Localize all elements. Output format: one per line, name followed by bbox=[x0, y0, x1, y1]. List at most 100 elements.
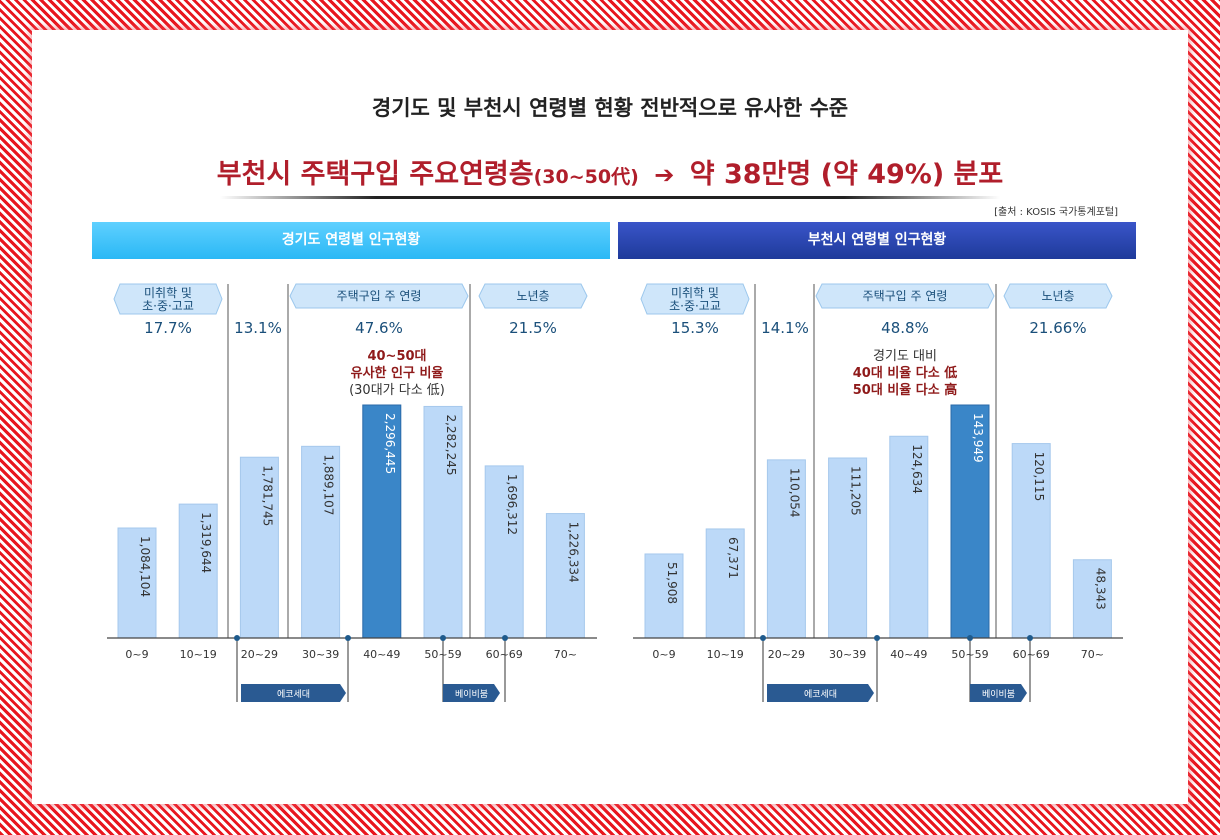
group-percent: 14.1% bbox=[761, 319, 809, 337]
group-percent: 21.5% bbox=[509, 319, 557, 337]
generation-tag bbox=[970, 684, 1027, 702]
arrow-icon: ➔ bbox=[654, 161, 675, 189]
bar-value-label: 124,634 bbox=[910, 444, 924, 494]
group-label: 노년층 bbox=[516, 289, 549, 303]
group-percent: 15.3% bbox=[671, 319, 719, 337]
bar-value-label: 1,319,644 bbox=[199, 512, 213, 573]
group-ribbon bbox=[1003, 283, 1113, 309]
bar bbox=[545, 513, 585, 639]
chart-title-gyeonggi: 경기도 연령별 인구현황 bbox=[92, 222, 610, 259]
headline-main: 부천시 주택구입 주요연령층(30~50代) ➔ 약 38만명 (약 49%) … bbox=[0, 152, 1220, 191]
category-label: 60~69 bbox=[1013, 648, 1050, 661]
category-label: 70~ bbox=[1081, 648, 1104, 661]
bar-value-label: 143,949 bbox=[971, 413, 985, 463]
bar bbox=[178, 503, 218, 639]
bar bbox=[1011, 443, 1051, 639]
bar-value-label: 111,205 bbox=[849, 466, 863, 516]
bar-value-label: 2,282,245 bbox=[444, 414, 458, 475]
headline-result: 약 38만명 (약 49%) 분포 bbox=[689, 159, 1004, 190]
chart-annotation: (30대가 다소 低) bbox=[349, 383, 445, 398]
category-label: 60~69 bbox=[486, 648, 523, 661]
category-label: 10~19 bbox=[707, 648, 744, 661]
headline-underline bbox=[220, 196, 1000, 199]
bar-value-label: 1,226,334 bbox=[566, 522, 580, 583]
bar bbox=[117, 527, 157, 639]
generation-tag bbox=[241, 684, 346, 702]
headline-main-text: 부천시 주택구입 주요연령층 bbox=[216, 159, 534, 190]
chart-annotation: 40대 비율 다소 低 bbox=[853, 365, 957, 381]
group-ribbon bbox=[289, 283, 469, 309]
category-label: 10~19 bbox=[180, 648, 217, 661]
group-label: 미취학 및 bbox=[671, 286, 719, 300]
bar bbox=[239, 456, 279, 639]
generation-tag bbox=[443, 684, 500, 702]
bar-value-label: 1,084,104 bbox=[138, 536, 152, 597]
bar-value-label: 1,696,312 bbox=[505, 474, 519, 535]
content-area bbox=[32, 30, 1188, 804]
group-percent: 13.1% bbox=[234, 319, 282, 337]
group-ribbon bbox=[113, 283, 223, 315]
bar bbox=[828, 457, 868, 639]
chart-annotation: 50대 비율 다소 高 bbox=[853, 382, 957, 398]
bar-value-label: 51,908 bbox=[665, 562, 679, 604]
group-percent: 47.6% bbox=[355, 319, 403, 337]
source-note: [출처 : KOSIS 국가통계포털] bbox=[994, 207, 1118, 218]
group-label: 주택구입 주 연령 bbox=[863, 289, 948, 303]
bar bbox=[889, 435, 929, 639]
bar-value-label: 2,296,445 bbox=[383, 413, 397, 474]
chart-annotation: 경기도 대비 bbox=[873, 349, 937, 364]
tag-marker-dot bbox=[502, 635, 508, 641]
chart-annotation: 40~50대 bbox=[367, 349, 426, 364]
bar bbox=[705, 528, 745, 639]
generation-tag-label: 베이비붐 bbox=[455, 689, 488, 700]
bar bbox=[484, 465, 524, 639]
bar-value-label: 67,371 bbox=[726, 537, 740, 579]
group-percent: 21.66% bbox=[1029, 319, 1086, 337]
tag-marker-dot bbox=[345, 635, 351, 641]
bar bbox=[362, 404, 402, 639]
generation-tag bbox=[767, 684, 874, 702]
category-label: 40~49 bbox=[890, 648, 927, 661]
chart-title-bucheon: 부천시 연령별 인구현황 bbox=[618, 222, 1136, 259]
category-label: 30~39 bbox=[829, 648, 866, 661]
bar bbox=[423, 405, 463, 639]
group-ribbon bbox=[640, 283, 750, 315]
tag-marker-dot bbox=[874, 635, 880, 641]
bar bbox=[644, 553, 684, 639]
tag-marker-dot bbox=[760, 635, 766, 641]
bar-value-label: 48,343 bbox=[1093, 568, 1107, 610]
bar-value-label: 110,054 bbox=[787, 468, 801, 518]
group-label: 초·중·고교 bbox=[669, 299, 721, 313]
bar bbox=[1072, 559, 1112, 639]
category-label: 70~ bbox=[554, 648, 577, 661]
group-percent: 17.7% bbox=[144, 319, 192, 337]
group-ribbon bbox=[478, 283, 588, 309]
category-label: 20~29 bbox=[768, 648, 805, 661]
bar-value-label: 120,115 bbox=[1032, 452, 1046, 502]
bar bbox=[950, 404, 990, 639]
group-ribbon bbox=[815, 283, 995, 309]
generation-tag-label: 베이비붐 bbox=[982, 689, 1015, 700]
tag-marker-dot bbox=[967, 635, 973, 641]
group-label: 초·중·고교 bbox=[142, 299, 194, 313]
chart-annotation: 유사한 인구 비율 bbox=[351, 365, 444, 381]
tag-marker-dot bbox=[440, 635, 446, 641]
category-label: 20~29 bbox=[241, 648, 278, 661]
category-label: 30~39 bbox=[302, 648, 339, 661]
headline-summary: 경기도 및 부천시 연령별 현황 전반적으로 유사한 수준 bbox=[371, 96, 849, 120]
bar bbox=[301, 445, 341, 639]
group-percent: 48.8% bbox=[881, 319, 929, 337]
generation-tag-label: 에코세대 bbox=[804, 689, 837, 700]
category-label: 0~9 bbox=[125, 648, 148, 661]
bar-value-label: 1,781,745 bbox=[260, 465, 274, 526]
group-label: 노년층 bbox=[1041, 289, 1074, 303]
category-label: 0~9 bbox=[652, 648, 675, 661]
tag-marker-dot bbox=[1027, 635, 1033, 641]
group-label: 주택구입 주 연령 bbox=[337, 289, 422, 303]
category-label: 40~49 bbox=[363, 648, 400, 661]
group-label: 미취학 및 bbox=[144, 286, 192, 300]
headline-age-range: (30~50代) bbox=[533, 166, 639, 188]
bar-value-label: 1,889,107 bbox=[322, 454, 336, 515]
tag-marker-dot bbox=[234, 635, 240, 641]
